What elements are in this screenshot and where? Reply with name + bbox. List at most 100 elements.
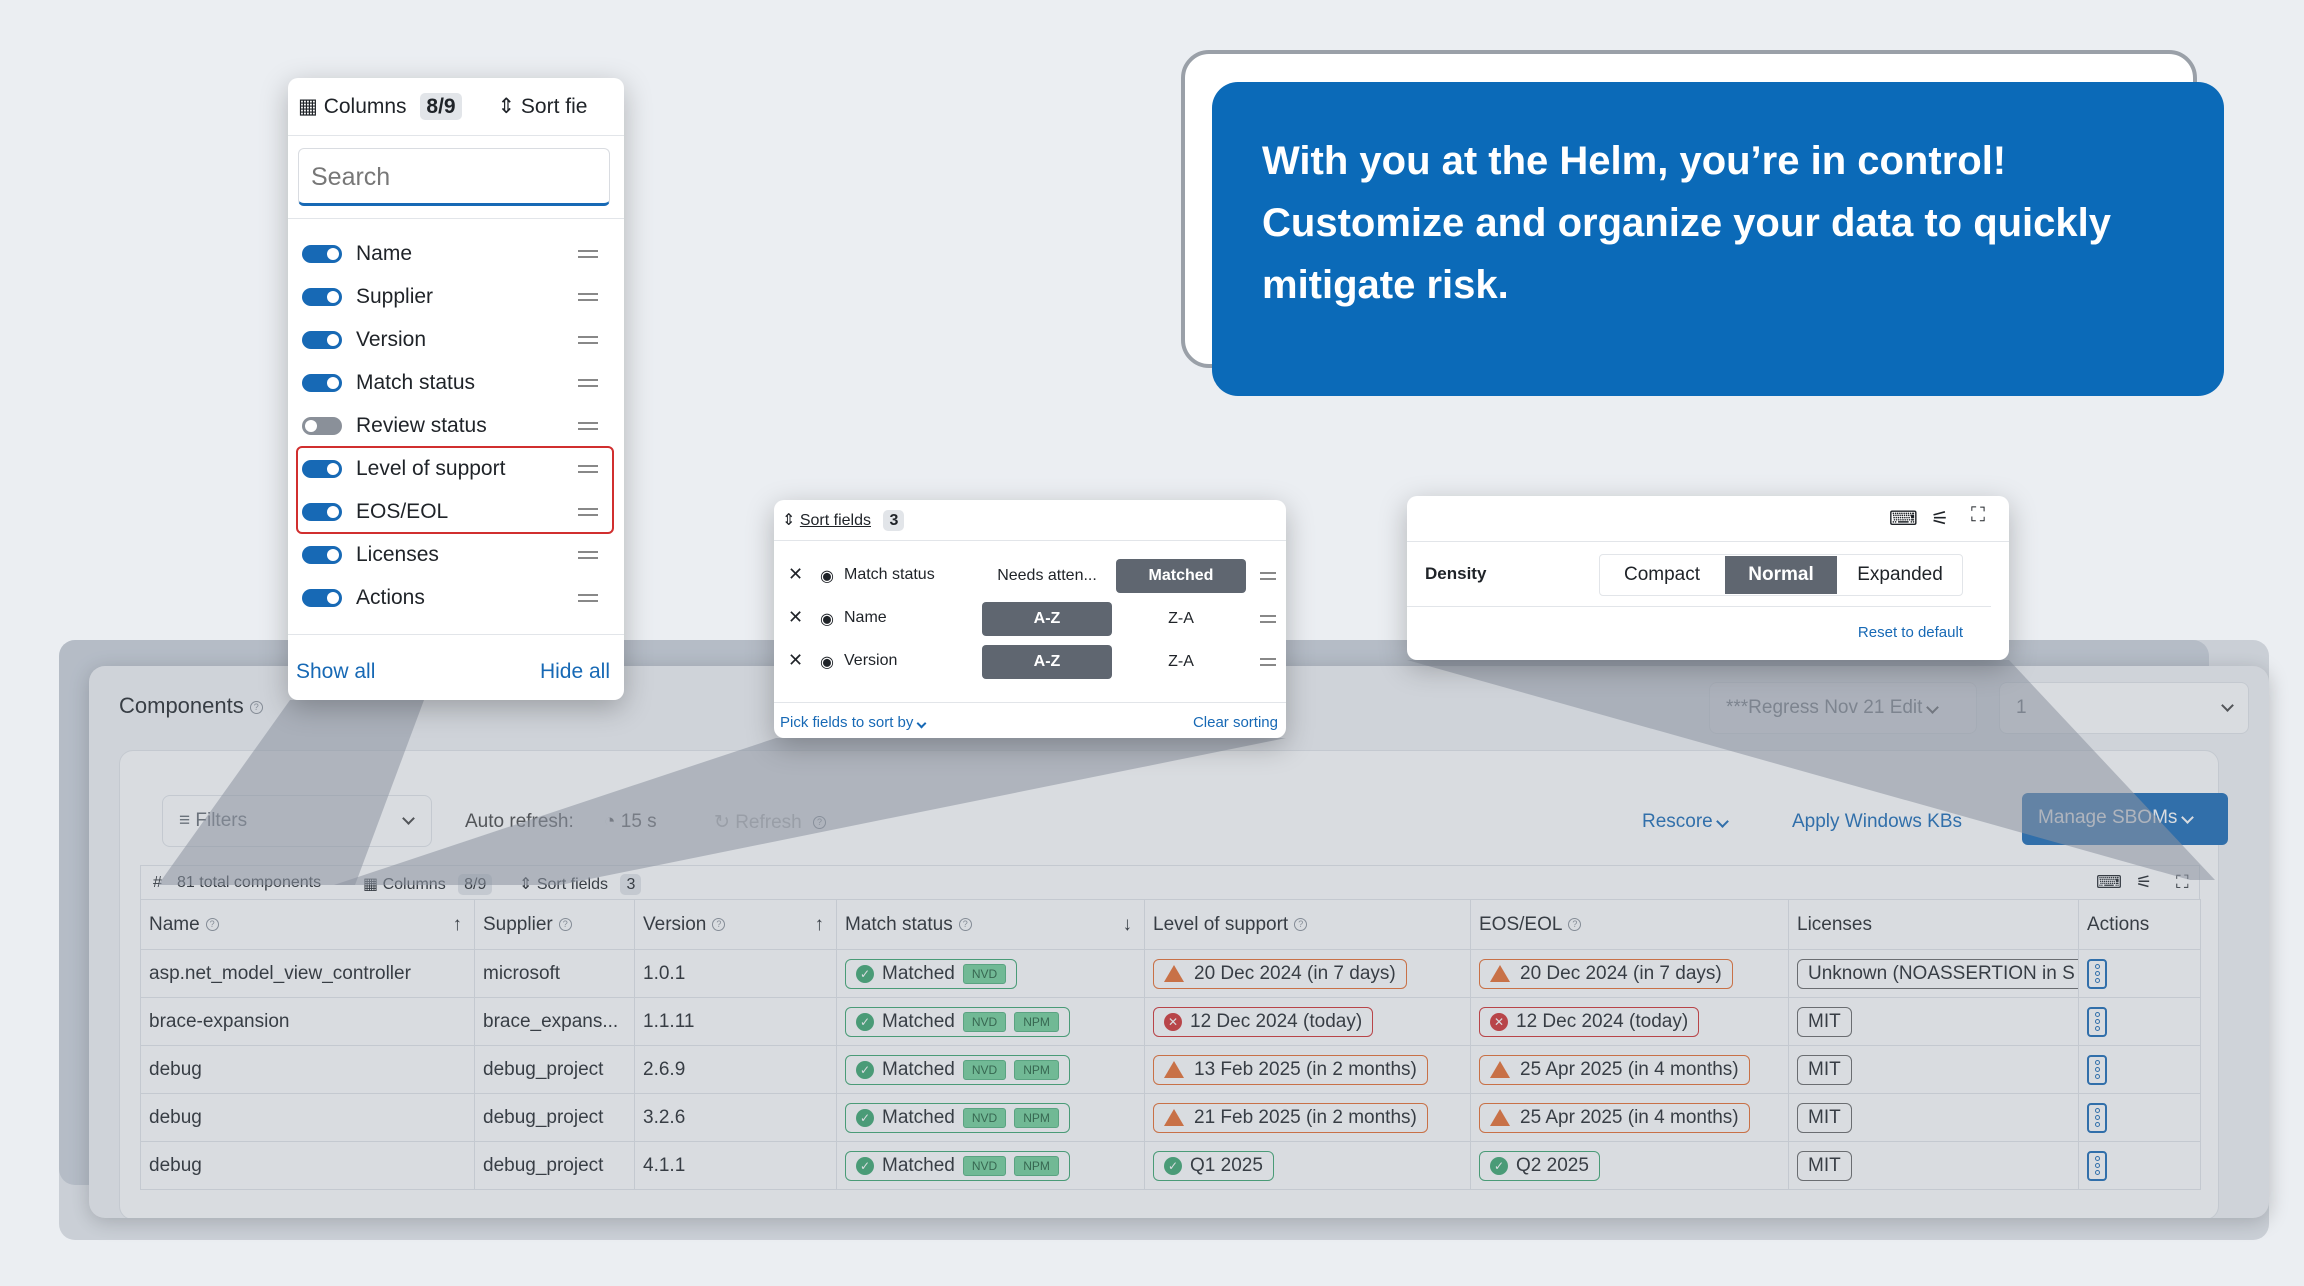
settings-sliders-icon[interactable]: ⚟ <box>2136 872 2153 892</box>
warning-icon <box>1164 1109 1184 1126</box>
drag-handle-icon[interactable] <box>578 379 598 387</box>
sort-fields-tab[interactable]: ⇕ Sort fie <box>497 95 588 118</box>
toggle-switch[interactable] <box>302 589 342 607</box>
toggle-switch[interactable] <box>302 374 342 392</box>
table-row[interactable]: debug debug_project 2.6.9 ✓ Matched NVD NPM 13 … <box>140 1045 2201 1094</box>
column-header[interactable]: Licenses <box>1788 899 2079 950</box>
help-icon[interactable]: ? <box>712 917 726 931</box>
density-option[interactable]: Compact <box>1623 564 1701 585</box>
actions-menu-icon[interactable] <box>2087 1054 2107 1085</box>
column-toggle-item[interactable]: Licenses <box>302 535 608 575</box>
column-search-input[interactable]: Search <box>298 148 610 206</box>
column-toggle-item[interactable]: Name <box>302 234 608 274</box>
toggle-switch[interactable] <box>302 331 342 349</box>
sort-option-1[interactable]: A-Z <box>982 602 1112 636</box>
actions-menu-icon[interactable] <box>2087 1006 2107 1037</box>
sort-arrow-icon[interactable]: ↓ <box>1122 914 1133 935</box>
drag-handle-icon[interactable] <box>1260 658 1276 666</box>
column-header[interactable]: EOS/EOL? <box>1470 899 1789 950</box>
keyboard-icon[interactable]: ⌨ <box>1889 508 1918 530</box>
field-icon: ◉ <box>820 654 834 671</box>
remove-icon[interactable]: ✕ <box>788 564 804 584</box>
help-icon[interactable]: ? <box>813 816 827 830</box>
table-row[interactable]: asp.net_model_view_controller microsoft 1.… <box>140 949 2201 998</box>
keyboard-icon[interactable]: ⌨ <box>2096 872 2122 892</box>
help-icon[interactable]: ? <box>249 700 263 714</box>
column-toggle-item[interactable]: EOS/EOL <box>302 492 608 532</box>
settings-sliders-icon[interactable]: ⚟ <box>1931 508 1949 530</box>
toggle-switch[interactable] <box>302 245 342 263</box>
column-header[interactable]: Actions <box>2078 899 2201 950</box>
drag-handle-icon[interactable] <box>1260 572 1276 580</box>
drag-handle-icon[interactable] <box>578 293 598 301</box>
fullscreen-icon[interactable]: ⛶ <box>1971 504 1985 526</box>
apply-windows-kbs-button[interactable]: Apply Windows KBs <box>1792 811 1963 832</box>
columns-button[interactable]: ▦ Columns 8/9 <box>363 874 493 895</box>
column-header[interactable]: Level of support? <box>1144 899 1471 950</box>
sort-fields-button[interactable]: ⇕ Sort fields 3 <box>519 874 642 895</box>
drag-handle-icon[interactable] <box>578 594 598 602</box>
eol-cell: 25 Apr 2025 (in 4 months) <box>1470 1093 1789 1142</box>
show-all-link[interactable]: Show all <box>296 660 376 683</box>
reset-default-link[interactable]: Reset to default <box>1857 624 1963 641</box>
remove-icon[interactable]: ✕ <box>788 607 804 627</box>
drag-handle-icon[interactable] <box>578 508 598 516</box>
help-icon[interactable]: ? <box>1568 917 1582 931</box>
toggle-switch[interactable] <box>302 503 342 521</box>
clear-sorting-link[interactable]: Clear sorting <box>1192 714 1278 731</box>
table-row[interactable]: debug debug_project 3.2.6 ✓ Matched NVD NPM 21 … <box>140 1093 2201 1142</box>
density-option[interactable]: Expanded <box>1857 564 1943 585</box>
help-icon[interactable]: ? <box>205 917 219 931</box>
fullscreen-icon[interactable]: ⛶ <box>2176 872 2189 892</box>
actions-menu-icon[interactable] <box>2087 958 2107 989</box>
column-header[interactable]: Name? ↑ <box>140 899 475 950</box>
table-row[interactable]: debug debug_project 4.1.1 ✓ Matched NVD NPM ✓ Q1… <box>140 1141 2201 1190</box>
column-toggle-item[interactable]: Actions <box>302 578 608 618</box>
pick-fields-link[interactable]: Pick fields to sort by <box>780 714 927 731</box>
column-toggle-item[interactable]: Level of support <box>302 449 608 489</box>
column-header[interactable]: Match status? ↓ <box>836 899 1145 950</box>
toggle-switch[interactable] <box>302 288 342 306</box>
sort-option-1[interactable]: Needs atten... <box>997 567 1097 584</box>
toggle-switch[interactable] <box>302 546 342 564</box>
sort-option-1[interactable]: A-Z <box>982 645 1112 679</box>
sort-arrow-icon[interactable]: ↑ <box>452 914 463 935</box>
toggle-switch[interactable] <box>302 460 342 478</box>
rescore-button[interactable]: Rescore <box>1642 811 1729 833</box>
drag-handle-icon[interactable] <box>578 551 598 559</box>
sort-arrow-icon[interactable]: ↑ <box>814 914 825 935</box>
drag-handle-icon[interactable] <box>578 422 598 430</box>
refresh-button[interactable]: ↻ Refresh ? <box>714 811 827 834</box>
column-toggle-item[interactable]: Version <box>302 320 608 360</box>
hide-all-link[interactable]: Hide all <box>539 660 610 683</box>
sort-option-2[interactable]: Z-A <box>1168 610 1194 627</box>
column-toggle-item[interactable]: Match status <box>302 363 608 403</box>
help-icon[interactable]: ? <box>558 917 572 931</box>
column-header[interactable]: Supplier? <box>474 899 635 950</box>
filters-select[interactable]: ≡ Filters <box>162 795 432 847</box>
drag-handle-icon[interactable] <box>1260 615 1276 623</box>
density-option[interactable]: Normal <box>1725 556 1837 594</box>
sbom-select[interactable]: ***Regress Nov 21 Edit <box>1709 682 1977 734</box>
actions-menu-icon[interactable] <box>2087 1150 2107 1181</box>
version-select[interactable]: 1 <box>1999 682 2249 734</box>
components-title: Components? <box>119 693 263 719</box>
column-toggle-item[interactable]: Review status <box>302 406 608 446</box>
column-toggle-item[interactable]: Supplier <box>302 277 608 317</box>
manage-sboms-button[interactable]: Manage SBOMs <box>2022 793 2228 845</box>
actions-menu-icon[interactable] <box>2087 1102 2107 1133</box>
column-header[interactable]: Version? ↑ <box>634 899 837 950</box>
auto-refresh-value[interactable]: ◔ 15 s <box>604 811 657 832</box>
drag-handle-icon[interactable] <box>578 250 598 258</box>
help-icon[interactable]: ? <box>1294 917 1308 931</box>
sort-option-2[interactable]: Matched <box>1116 559 1246 593</box>
refresh-icon: ↻ <box>714 812 730 833</box>
drag-handle-icon[interactable] <box>578 336 598 344</box>
sort-option-2[interactable]: Z-A <box>1168 653 1194 670</box>
toggle-switch[interactable] <box>302 417 342 435</box>
remove-icon[interactable]: ✕ <box>788 650 804 670</box>
drag-handle-icon[interactable] <box>578 465 598 473</box>
error-icon: ✕ <box>1164 1012 1182 1031</box>
help-icon[interactable]: ? <box>958 917 972 931</box>
table-row[interactable]: brace-expansion brace_expans... 1.1.11 ✓ Mat… <box>140 997 2201 1046</box>
